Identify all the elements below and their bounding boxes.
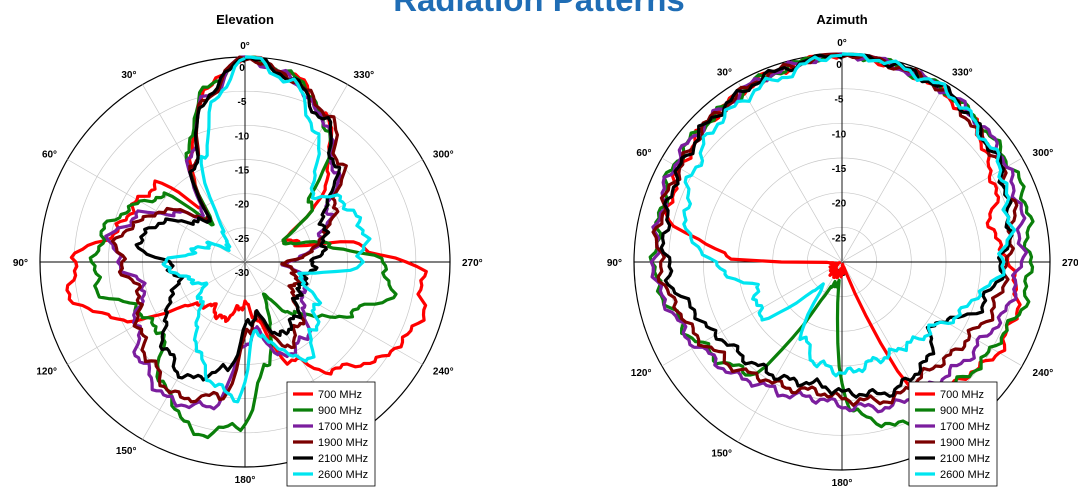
grid-spoke (737, 81, 843, 263)
radial-tick-label: -10 (832, 129, 847, 140)
angle-label: 270° (462, 258, 483, 269)
series-line-1900-mhz (110, 55, 348, 404)
legend-label: 2600 MHz (940, 469, 990, 481)
angle-label: 30° (121, 70, 136, 81)
angle-label: 300° (433, 150, 454, 161)
azimuth-chart: 0-5-10-15-20-25-300°30°60°90°120°150°180… (607, 12, 1078, 489)
grid-spoke (142, 261, 246, 440)
angle-label: 180° (832, 478, 853, 489)
radial-tick-label: -20 (832, 199, 847, 210)
angle-label: 120° (631, 368, 652, 379)
series-line-2100-mhz (134, 55, 342, 382)
angle-label: 60° (636, 148, 651, 159)
radial-tick-label: -25 (832, 233, 847, 244)
legend: 700 MHz 900 MHz 1700 MHz 1900 MHz 2100 MHz 26… (908, 381, 998, 487)
angle-label: 150° (116, 446, 137, 457)
legend-label: 1900 MHz (940, 437, 990, 449)
chart-title: Elevation (216, 12, 274, 27)
legend-label: 900 MHz (940, 405, 984, 417)
legend-label: 700 MHz (940, 389, 984, 401)
legend-label: 700 MHz (318, 389, 362, 401)
angle-label: 240° (433, 367, 454, 378)
grid-spoke (244, 261, 423, 365)
legend-label: 1700 MHz (940, 421, 990, 433)
radial-tick-label: -10 (235, 131, 250, 142)
radial-tick-label: -30 (235, 268, 250, 279)
angle-label: 330° (952, 67, 973, 78)
grid-spoke (737, 261, 843, 443)
polar-grid (39, 56, 451, 468)
grid-spoke (841, 81, 947, 263)
grid-spoke (841, 157, 1023, 263)
radial-tick-label: 0 (239, 63, 245, 74)
legend-label: 2100 MHz (940, 453, 990, 465)
legend-label: 1900 MHz (318, 437, 368, 449)
angle-label: 0° (240, 41, 250, 52)
legend-label: 1700 MHz (318, 421, 368, 433)
angle-label: 60° (42, 150, 57, 161)
radial-tick-label: -5 (835, 95, 844, 106)
angle-label: 180° (235, 475, 256, 486)
radial-tick-label: -5 (238, 97, 247, 108)
series-line-2600-mhz (682, 52, 1017, 378)
angle-label: 0° (837, 38, 847, 49)
legend-label: 900 MHz (318, 405, 362, 417)
legend-box (286, 381, 376, 487)
radial-tick-label: -15 (832, 164, 847, 175)
radial-tick-label: -25 (235, 234, 250, 245)
elevation-chart: 0 -5 -10 -15 -20 -25 -30 0° 30° 60° 90° 120° 150° 180… (13, 12, 483, 487)
grid-spoke (244, 84, 348, 263)
page-title: Radiation Patterns (0, 0, 1078, 20)
radial-tick-label: -15 (235, 166, 250, 177)
series-line-900-mhz (88, 55, 398, 440)
legend: 700 MHz 900 MHz 1700 MHz 1900 MHz 2100 MHz 26… (286, 381, 376, 487)
grid-spoke (661, 261, 843, 367)
chart-title: Azimuth (816, 12, 867, 27)
angle-label: 120° (36, 367, 57, 378)
angle-label: 300° (1033, 148, 1054, 159)
angle-label: 240° (1033, 368, 1054, 379)
angle-label: 30° (717, 67, 732, 78)
legend-label: 2600 MHz (318, 469, 368, 481)
angle-label: 330° (354, 70, 375, 81)
angle-label: 150° (711, 449, 732, 460)
grid-spoke (661, 157, 843, 263)
radial-tick-label: 0 (836, 60, 842, 71)
angle-label: 90° (607, 258, 622, 269)
series-line-2600-mhz (161, 55, 372, 404)
angle-label: 90° (13, 258, 28, 269)
series-line-2100-mhz (659, 52, 1014, 399)
grid-spoke (841, 261, 1023, 367)
radial-tick-label: -20 (235, 200, 250, 211)
angle-label: 270° (1062, 258, 1078, 269)
series-line-1700-mhz (649, 52, 1029, 414)
grid-spoke (67, 261, 246, 365)
legend-box (908, 381, 998, 487)
grid-spoke (244, 159, 423, 263)
legend-label: 2100 MHz (318, 453, 368, 465)
